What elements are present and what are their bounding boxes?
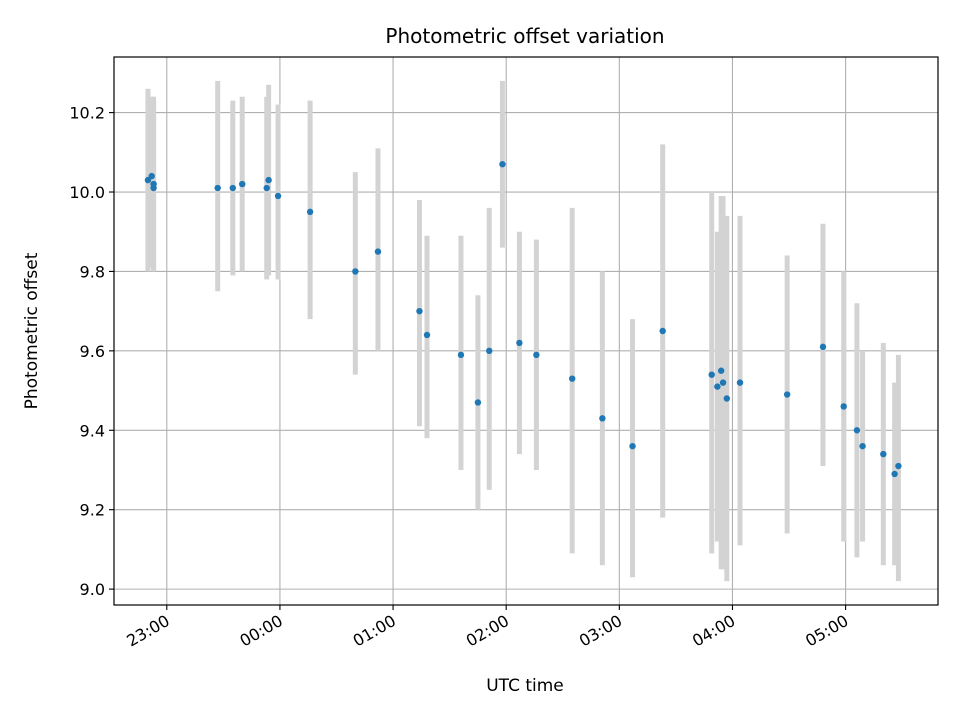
data-point	[859, 442, 866, 450]
data-point	[486, 347, 493, 355]
y-tick-label: 9.0	[80, 580, 105, 599]
y-tick-label: 10.2	[69, 104, 105, 123]
data-point	[819, 343, 827, 351]
data-point	[306, 208, 314, 216]
data-point	[150, 184, 157, 192]
data-point	[148, 172, 155, 180]
data-point	[144, 176, 152, 184]
y-tick-label: 10.0	[69, 183, 105, 202]
data-point	[416, 307, 423, 315]
data-point	[265, 176, 272, 184]
data-point	[352, 268, 359, 275]
chart-title: Photometric offset variation	[385, 24, 664, 48]
data-points	[144, 161, 902, 478]
data-point	[239, 180, 246, 188]
data-point	[457, 351, 465, 359]
data-point	[880, 450, 887, 458]
data-point	[783, 391, 791, 398]
data-point	[533, 351, 540, 359]
y-tick-label: 9.4	[80, 421, 105, 440]
y-tick-label: 9.8	[80, 262, 105, 281]
data-point	[263, 184, 270, 192]
data-point	[659, 327, 666, 335]
y-tick-label: 9.2	[80, 501, 105, 520]
data-point	[717, 367, 725, 374]
data-point	[629, 442, 636, 450]
data-point	[891, 470, 898, 478]
data-point	[599, 415, 606, 422]
data-point	[736, 379, 744, 386]
data-point	[895, 462, 902, 470]
y-tick-label: 9.6	[80, 342, 105, 361]
data-point	[274, 192, 282, 200]
data-point	[499, 161, 506, 168]
x-axis-label: UTC time	[486, 676, 564, 696]
grid-lines	[114, 57, 938, 605]
data-point	[516, 339, 523, 347]
data-point	[719, 379, 727, 386]
data-point	[374, 248, 382, 255]
data-point	[229, 184, 236, 192]
data-point	[214, 184, 221, 192]
data-point	[474, 399, 482, 406]
data-point	[708, 371, 715, 378]
data-point	[840, 403, 847, 410]
y-axis-label: Photometric offset	[22, 252, 42, 409]
data-point	[423, 331, 431, 339]
data-point	[723, 395, 731, 402]
data-point	[853, 427, 861, 434]
y-axis-ticks: 9.0 9.2 9.4 9.6 9.8 10.0 10.2	[69, 104, 114, 599]
data-point	[714, 383, 721, 390]
plot-frame	[113, 56, 939, 606]
data-point	[568, 375, 576, 382]
